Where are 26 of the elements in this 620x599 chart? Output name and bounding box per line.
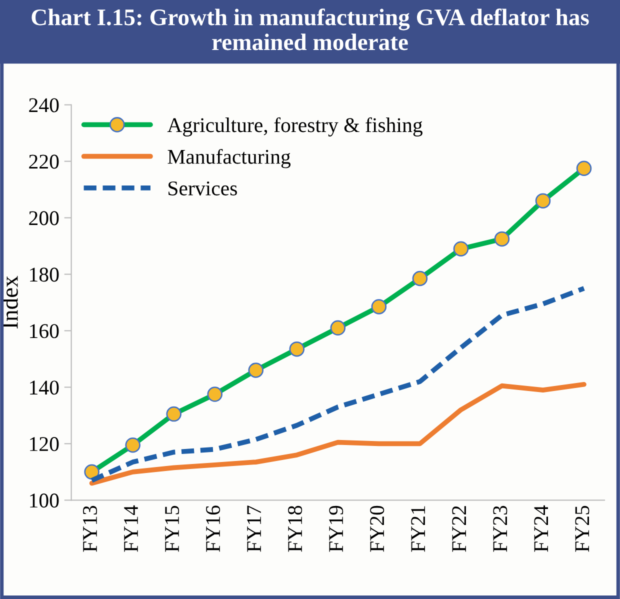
y-tick-label: 160 [30,324,59,338]
x-tick-label: FY25 [575,506,590,552]
x-tick-label: FY18 [288,506,302,552]
y-tick-label: 120 [30,437,59,452]
y-tick-label: 200 [29,211,59,226]
x-tick-label: FY20 [370,506,384,552]
x-tick-label: FY15 [165,506,180,552]
x-tick-label: FY19 [329,506,344,552]
line-series [89,382,586,486]
x-tick-label: FY24 [534,505,548,552]
x-tick-label: FY14 [124,505,138,552]
x-tick-label: FY13 [83,506,98,552]
y-tick-label: 220 [29,154,59,169]
chart-title: Chart I.15: Growth in manufacturing GVA deflator has remained moderate [32,8,589,50]
legend-label: Agriculture, forestry & fishing [167,117,422,136]
y-tick-label: 240 [29,98,59,112]
y-tick-label: 140 [30,380,59,395]
x-tick-label: FY21 [411,506,425,552]
x-tick-label: FY17 [247,506,261,552]
x-tick-label: FY16 [206,506,220,552]
x-tick-label: FY23 [493,506,508,552]
x-tick-label: FY22 [452,506,466,552]
legend-label: Services [168,181,237,196]
legend-label: Manufacturing [168,148,291,168]
y-tick-label: 180 [30,268,59,282]
y-tick-label: 100 [30,494,59,508]
